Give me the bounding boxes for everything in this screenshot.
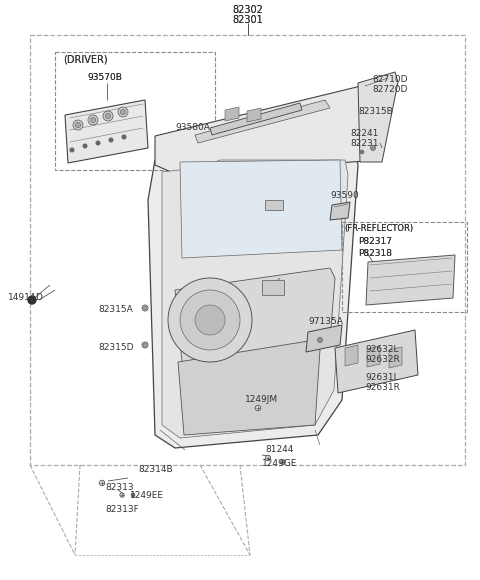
Circle shape	[109, 138, 113, 142]
Bar	[55, 52, 215, 170]
Text: 82313F: 82313F	[105, 506, 139, 514]
Circle shape	[319, 339, 321, 341]
Polygon shape	[65, 100, 148, 163]
Circle shape	[106, 114, 110, 118]
Text: 92631R: 92631R	[365, 383, 400, 393]
Circle shape	[144, 306, 146, 310]
Circle shape	[282, 461, 284, 463]
Text: (FR-REFLECTOR): (FR-REFLECTOR)	[344, 223, 413, 233]
Text: (DRIVER): (DRIVER)	[63, 55, 108, 65]
Text: 1249GE: 1249GE	[262, 459, 298, 467]
Polygon shape	[178, 340, 320, 435]
Text: 82302: 82302	[233, 5, 264, 15]
Polygon shape	[367, 346, 380, 367]
Text: 97135A: 97135A	[308, 317, 343, 327]
Circle shape	[96, 141, 100, 145]
Text: 82302: 82302	[233, 5, 264, 15]
Polygon shape	[330, 202, 350, 220]
Circle shape	[371, 146, 375, 150]
Polygon shape	[335, 330, 418, 393]
Text: 82231: 82231	[350, 139, 379, 147]
Text: 92632R: 92632R	[365, 356, 400, 364]
Circle shape	[195, 305, 225, 335]
Circle shape	[168, 278, 252, 362]
Bar	[30, 35, 465, 465]
Polygon shape	[210, 103, 302, 135]
Text: 82710D: 82710D	[372, 75, 408, 85]
Text: 81244: 81244	[265, 445, 293, 455]
Circle shape	[73, 120, 83, 130]
Text: 92632L: 92632L	[365, 346, 398, 354]
Text: 82301: 82301	[233, 15, 264, 25]
Circle shape	[131, 493, 135, 497]
Circle shape	[142, 342, 148, 348]
Circle shape	[120, 493, 124, 497]
Polygon shape	[366, 255, 455, 305]
Text: 93580A: 93580A	[175, 124, 210, 132]
Text: P82317: P82317	[358, 237, 392, 246]
Polygon shape	[247, 108, 261, 122]
Circle shape	[361, 151, 363, 153]
Text: P82318: P82318	[358, 248, 392, 258]
Circle shape	[180, 290, 240, 350]
Circle shape	[122, 135, 126, 139]
Bar	[265, 200, 283, 210]
Circle shape	[372, 147, 374, 149]
Circle shape	[28, 296, 36, 304]
Polygon shape	[180, 160, 342, 258]
Circle shape	[88, 115, 98, 125]
Polygon shape	[306, 325, 342, 352]
Text: 82314B: 82314B	[138, 466, 173, 474]
Circle shape	[132, 494, 135, 496]
Polygon shape	[389, 347, 402, 368]
Text: 82315A: 82315A	[98, 306, 133, 314]
Circle shape	[132, 494, 134, 496]
Text: 1491AD: 1491AD	[8, 293, 44, 303]
Text: 82313: 82313	[105, 484, 133, 492]
Text: 92631L: 92631L	[365, 374, 398, 382]
Circle shape	[142, 305, 148, 311]
Text: 93570B: 93570B	[87, 74, 122, 82]
Text: 82315B: 82315B	[358, 107, 393, 117]
Polygon shape	[175, 268, 335, 362]
Polygon shape	[345, 345, 358, 366]
Circle shape	[360, 150, 364, 154]
Circle shape	[83, 144, 87, 148]
Circle shape	[75, 122, 81, 128]
Text: P82318: P82318	[358, 248, 392, 258]
Polygon shape	[155, 85, 385, 175]
Text: P82317: P82317	[358, 237, 392, 246]
Text: 82241: 82241	[350, 129, 378, 137]
Circle shape	[265, 455, 271, 461]
Polygon shape	[195, 100, 330, 143]
Polygon shape	[358, 72, 398, 162]
Text: 1249JM: 1249JM	[245, 396, 278, 404]
Circle shape	[144, 343, 146, 346]
Text: 82720D: 82720D	[372, 85, 408, 95]
Circle shape	[91, 118, 96, 122]
Text: 82315D: 82315D	[98, 343, 133, 353]
Circle shape	[118, 107, 128, 117]
Circle shape	[70, 148, 74, 152]
Text: (FR-REFLECTOR): (FR-REFLECTOR)	[344, 223, 413, 233]
Text: 1249EE: 1249EE	[130, 491, 164, 501]
Text: 93590: 93590	[330, 190, 359, 200]
Bar	[342, 222, 467, 312]
Text: (DRIVER): (DRIVER)	[63, 55, 108, 65]
Circle shape	[318, 338, 323, 342]
Circle shape	[281, 459, 286, 465]
Circle shape	[103, 111, 113, 121]
Bar	[262, 280, 284, 295]
Text: 93570B: 93570B	[87, 74, 122, 82]
Circle shape	[255, 405, 261, 411]
Text: 82301: 82301	[233, 15, 264, 25]
Circle shape	[99, 480, 105, 486]
Polygon shape	[225, 107, 239, 121]
Polygon shape	[148, 148, 358, 448]
Polygon shape	[162, 160, 348, 438]
Circle shape	[120, 110, 125, 114]
